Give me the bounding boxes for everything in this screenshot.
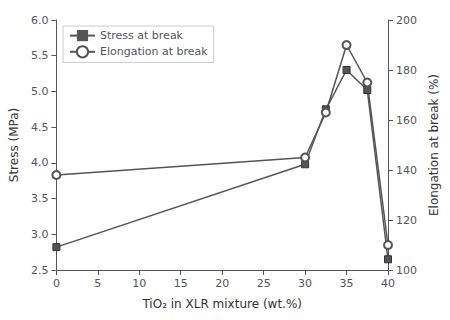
svg-text:6.0: 6.0: [31, 14, 49, 27]
svg-text:200: 200: [396, 14, 417, 27]
svg-text:3.5: 3.5: [31, 192, 49, 205]
svg-text:Stress (MPa): Stress (MPa): [7, 108, 21, 182]
svg-text:5: 5: [94, 277, 101, 290]
svg-text:30: 30: [298, 277, 312, 290]
svg-text:180: 180: [396, 64, 417, 77]
svg-text:100: 100: [396, 264, 417, 277]
svg-text:5.0: 5.0: [31, 85, 49, 98]
svg-text:4.5: 4.5: [31, 121, 49, 134]
svg-text:20: 20: [215, 277, 229, 290]
svg-text:35: 35: [340, 277, 354, 290]
svg-text:4.0: 4.0: [31, 156, 49, 169]
svg-text:160: 160: [396, 114, 417, 127]
svg-text:10: 10: [132, 277, 146, 290]
svg-text:25: 25: [257, 277, 271, 290]
svg-text:40: 40: [381, 277, 395, 290]
svg-text:5.5: 5.5: [31, 49, 49, 62]
svg-text:Stress at break: Stress at break: [100, 29, 184, 42]
svg-text:120: 120: [396, 214, 417, 227]
svg-text:Elongation at break (%): Elongation at break (%): [427, 74, 441, 216]
svg-text:0: 0: [53, 277, 60, 290]
svg-text:140: 140: [396, 164, 417, 177]
svg-text:2.5: 2.5: [31, 264, 49, 277]
svg-text:3.0: 3.0: [31, 228, 49, 241]
svg-text:TiO₂ in XLR mixture (wt.%): TiO₂ in XLR mixture (wt.%): [141, 297, 302, 311]
svg-text:Elongation at break: Elongation at break: [100, 45, 208, 58]
svg-text:15: 15: [174, 277, 188, 290]
